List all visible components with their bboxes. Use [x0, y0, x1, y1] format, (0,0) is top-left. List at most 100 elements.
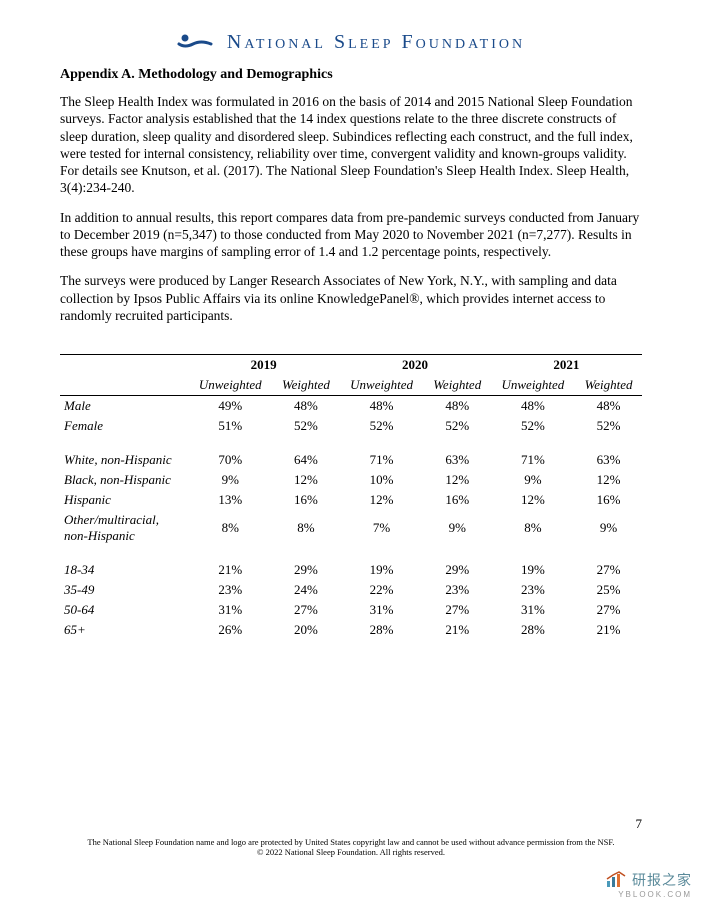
table-cell: 23%	[424, 580, 491, 600]
logo-block: National Sleep Foundation	[60, 30, 642, 55]
table-cell: 48%	[424, 396, 491, 417]
table-cell: 48%	[273, 396, 340, 417]
paragraph-1: The Sleep Health Index was formulated in…	[60, 93, 642, 197]
table-cell: 12%	[273, 470, 340, 490]
chart-icon	[605, 871, 627, 892]
col-weighted: Weighted	[273, 375, 340, 396]
table-cell: 29%	[424, 560, 491, 580]
table-cell: 28%	[339, 620, 424, 640]
row-label: Male	[60, 396, 188, 417]
table-cell: 24%	[273, 580, 340, 600]
table-cell: 19%	[491, 560, 576, 580]
table-cell: 28%	[491, 620, 576, 640]
table-cell: 31%	[188, 600, 273, 620]
table-cell: 9%	[575, 510, 642, 546]
table-cell: 52%	[339, 416, 424, 436]
table-row: 18-3421%29%19%29%19%27%	[60, 560, 642, 580]
table-cell: 21%	[424, 620, 491, 640]
table-cell: 12%	[491, 490, 576, 510]
row-label: Other/multiracial, non-Hispanic	[60, 510, 188, 546]
table-cell: 9%	[424, 510, 491, 546]
table-cell: 63%	[575, 450, 642, 470]
row-label: Female	[60, 416, 188, 436]
table-cell: 29%	[273, 560, 340, 580]
year-2019: 2019	[188, 355, 339, 376]
row-label: 18-34	[60, 560, 188, 580]
col-unweighted: Unweighted	[339, 375, 424, 396]
demographics-table: 2019 2020 2021 Unweighted Weighted Unwei…	[60, 354, 642, 640]
footer-block: The National Sleep Foundation name and l…	[40, 837, 662, 857]
table-row: White, non-Hispanic70%64%71%63%71%63%	[60, 450, 642, 470]
table-cell: 52%	[491, 416, 576, 436]
table-cell: 48%	[491, 396, 576, 417]
paragraph-2: In addition to annual results, this repo…	[60, 209, 642, 261]
watermark-url: YBLOOK.COM	[605, 890, 692, 899]
row-label: White, non-Hispanic	[60, 450, 188, 470]
table-cell: 19%	[339, 560, 424, 580]
table-cell: 51%	[188, 416, 273, 436]
row-label: 50-64	[60, 600, 188, 620]
page-number: 7	[636, 816, 643, 832]
table-cell: 21%	[575, 620, 642, 640]
table-cell: 70%	[188, 450, 273, 470]
table-cell: 52%	[424, 416, 491, 436]
table-row: 35-4923%24%22%23%23%25%	[60, 580, 642, 600]
table-row: Female51%52%52%52%52%52%	[60, 416, 642, 436]
row-label: 35-49	[60, 580, 188, 600]
table-row: 50-6431%27%31%27%31%27%	[60, 600, 642, 620]
table-cell: 27%	[273, 600, 340, 620]
org-name: National Sleep Foundation	[227, 31, 525, 54]
table-cell: 48%	[575, 396, 642, 417]
table-body: Male49%48%48%48%48%48%Female51%52%52%52%…	[60, 396, 642, 641]
table-cell: 8%	[491, 510, 576, 546]
col-unweighted: Unweighted	[188, 375, 273, 396]
group-spacer	[60, 546, 642, 560]
watermark-text: 研报之家	[632, 872, 692, 888]
table-cell: 8%	[188, 510, 273, 546]
table-cell: 31%	[491, 600, 576, 620]
sleeper-icon	[177, 30, 215, 55]
col-unweighted: Unweighted	[491, 375, 576, 396]
table-cell: 9%	[188, 470, 273, 490]
table-cell: 12%	[424, 470, 491, 490]
table-row: Hispanic13%16%12%16%12%16%	[60, 490, 642, 510]
section-title: Appendix A. Methodology and Demographics	[60, 67, 642, 83]
table-row: Male49%48%48%48%48%48%	[60, 396, 642, 417]
table-cell: 64%	[273, 450, 340, 470]
table-cell: 12%	[575, 470, 642, 490]
table-cell: 31%	[339, 600, 424, 620]
table-subheader-row: Unweighted Weighted Unweighted Weighted …	[60, 375, 642, 396]
table-cell: 27%	[575, 560, 642, 580]
table-cell: 25%	[575, 580, 642, 600]
group-spacer	[60, 436, 642, 450]
table-cell: 16%	[575, 490, 642, 510]
col-weighted: Weighted	[424, 375, 491, 396]
table-cell: 48%	[339, 396, 424, 417]
table-cell: 52%	[575, 416, 642, 436]
footer-line-1: The National Sleep Foundation name and l…	[40, 837, 662, 847]
row-label: Black, non-Hispanic	[60, 470, 188, 490]
table-cell: 20%	[273, 620, 340, 640]
watermark: 研报之家 YBLOOK.COM	[605, 870, 692, 899]
row-label: Hispanic	[60, 490, 188, 510]
footer-line-2: © 2022 National Sleep Foundation. All ri…	[40, 847, 662, 857]
table-cell: 16%	[424, 490, 491, 510]
table-cell: 71%	[339, 450, 424, 470]
table-cell: 71%	[491, 450, 576, 470]
table-row: Black, non-Hispanic9%12%10%12%9%12%	[60, 470, 642, 490]
table-cell: 49%	[188, 396, 273, 417]
table-cell: 8%	[273, 510, 340, 546]
col-weighted: Weighted	[575, 375, 642, 396]
year-2021: 2021	[491, 355, 642, 376]
page-container: National Sleep Foundation Appendix A. Me…	[0, 0, 702, 660]
table-row: 65+26%20%28%21%28%21%	[60, 620, 642, 640]
table-cell: 16%	[273, 490, 340, 510]
table-cell: 13%	[188, 490, 273, 510]
paragraph-3: The surveys were produced by Langer Rese…	[60, 272, 642, 324]
table-cell: 27%	[424, 600, 491, 620]
table-cell: 23%	[188, 580, 273, 600]
table-cell: 23%	[491, 580, 576, 600]
table-cell: 52%	[273, 416, 340, 436]
table-cell: 7%	[339, 510, 424, 546]
table-year-row: 2019 2020 2021	[60, 355, 642, 376]
